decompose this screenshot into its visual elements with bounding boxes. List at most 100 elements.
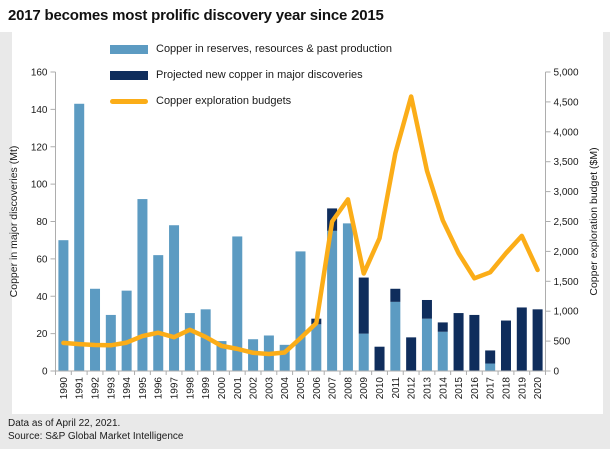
bar-reserves-1992 xyxy=(90,288,101,371)
bar-reserves-2000 xyxy=(216,341,227,371)
bar-projected-2009 xyxy=(358,277,369,334)
left-tick-label: 80 xyxy=(36,217,48,228)
right-tick-label: 3,000 xyxy=(554,187,579,198)
bar-projected-2015 xyxy=(453,313,464,371)
legend-item-projected: Projected new copper in major discoverie… xyxy=(110,62,392,88)
right-tick-label: 500 xyxy=(554,337,571,348)
right-tick-label: 0 xyxy=(554,367,560,378)
right-tick-label: 1,500 xyxy=(554,277,579,288)
year-label: 1998 xyxy=(185,377,196,400)
year-label: 2000 xyxy=(217,377,228,400)
bar-projected-2020 xyxy=(532,309,543,371)
year-label: 1992 xyxy=(91,377,102,400)
budget-line-swatch-icon xyxy=(110,98,148,104)
legend-item-budgets: Copper exploration budgets xyxy=(110,88,392,114)
right-tick-label: 1,000 xyxy=(554,307,579,318)
bar-reserves-2011 xyxy=(390,301,401,371)
bar-reserves-1996 xyxy=(153,255,164,371)
bar-reserves-2017 xyxy=(485,363,496,371)
year-label: 2004 xyxy=(280,377,291,400)
right-tick-label: 5,000 xyxy=(554,68,579,79)
year-label: 2015 xyxy=(454,377,465,400)
legend-label: Copper in reserves, resources & past pro… xyxy=(156,43,393,55)
right-tick-label: 2,000 xyxy=(554,247,579,258)
right-tick-label: 2,500 xyxy=(554,217,579,228)
year-label: 2003 xyxy=(264,377,275,400)
left-tick-label: 160 xyxy=(31,68,48,79)
bar-reserves-1994 xyxy=(121,290,132,371)
year-label: 2013 xyxy=(422,377,433,400)
bar-reserves-1990 xyxy=(58,240,69,371)
left-tick-label: 20 xyxy=(36,329,48,340)
bar-projected-2014 xyxy=(437,322,448,332)
bar-reserves-2006 xyxy=(311,324,322,371)
year-label: 2005 xyxy=(296,377,307,400)
year-label: 1993 xyxy=(106,377,117,400)
legend: Copper in reserves, resources & past pro… xyxy=(110,36,392,114)
year-label: 2019 xyxy=(517,377,528,400)
year-label: 2002 xyxy=(249,377,260,400)
year-label: 2017 xyxy=(486,377,497,400)
year-label: 2012 xyxy=(407,377,418,400)
year-label: 1995 xyxy=(138,377,149,400)
year-label: 2007 xyxy=(328,377,339,400)
left-tick-label: 60 xyxy=(36,254,48,265)
year-label: 2014 xyxy=(438,377,449,400)
year-label: 2006 xyxy=(312,377,323,400)
bar-reserves-2004 xyxy=(279,344,290,371)
bar-reserves-2008 xyxy=(342,223,353,371)
bar-projected-2013 xyxy=(421,299,432,319)
bar-reserves-1995 xyxy=(137,199,148,371)
year-label: 2011 xyxy=(391,377,402,399)
right-tick-label: 4,000 xyxy=(554,127,579,138)
bar-reserves-2002 xyxy=(248,339,259,371)
footer: Data as of April 22, 2021. Source: S&P G… xyxy=(8,417,183,443)
left-tick-label: 100 xyxy=(31,180,48,191)
legend-item-reserves: Copper in reserves, resources & past pro… xyxy=(110,36,392,62)
bar-reserves-1997 xyxy=(169,225,180,371)
data-as-of: Data as of April 22, 2021. xyxy=(8,418,121,429)
bar-reserves-2014 xyxy=(437,331,448,371)
left-tick-label: 0 xyxy=(42,367,48,378)
bar-reserves-1999 xyxy=(200,309,211,371)
year-label: 2018 xyxy=(501,377,512,400)
bar-projected-2018 xyxy=(500,320,511,371)
bar-reserves-2005 xyxy=(295,251,306,371)
year-label: 1994 xyxy=(122,377,133,400)
bar-projected-2011 xyxy=(390,288,401,302)
bar-projected-2017 xyxy=(485,350,496,364)
year-label: 2020 xyxy=(533,377,544,400)
bar-reserves-2009 xyxy=(358,333,369,371)
left-tick-label: 40 xyxy=(36,292,48,303)
year-label: 1991 xyxy=(75,377,86,400)
right-tick-label: 4,500 xyxy=(554,97,579,108)
chart-title: 2017 becomes most prolific discovery yea… xyxy=(8,7,384,24)
budget-line xyxy=(61,94,540,357)
legend-label: Projected new copper in major discoverie… xyxy=(156,69,363,81)
source-line: Source: S&P Global Market Intelligence xyxy=(8,431,184,442)
left-tick-label: 140 xyxy=(31,105,48,116)
left-tick-label: 120 xyxy=(31,142,48,153)
projected-swatch-icon xyxy=(110,70,148,80)
bar-reserves-1991 xyxy=(74,103,85,372)
year-label: 1997 xyxy=(170,377,181,400)
year-label: 1990 xyxy=(59,377,70,400)
year-label: 2001 xyxy=(233,377,244,400)
legend-label: Copper exploration budgets xyxy=(156,95,292,107)
year-label: 1996 xyxy=(154,377,165,400)
bar-reserves-2001 xyxy=(232,236,243,371)
bar-reserves-1993 xyxy=(105,314,116,371)
year-label: 2009 xyxy=(359,377,370,400)
left-axis-title: Copper in major discoveries (Mt) xyxy=(8,146,20,298)
year-label: 2010 xyxy=(375,377,386,400)
bar-projected-2019 xyxy=(516,307,527,371)
bar-projected-2016 xyxy=(469,314,480,371)
year-label: 1999 xyxy=(201,377,212,400)
year-label: 2016 xyxy=(470,377,481,400)
right-tick-label: 3,500 xyxy=(554,157,579,168)
reserves-swatch-icon xyxy=(110,44,148,54)
bar-reserves-2007 xyxy=(327,230,338,371)
bar-reserves-1998 xyxy=(184,313,195,371)
bar-projected-2010 xyxy=(374,346,385,371)
